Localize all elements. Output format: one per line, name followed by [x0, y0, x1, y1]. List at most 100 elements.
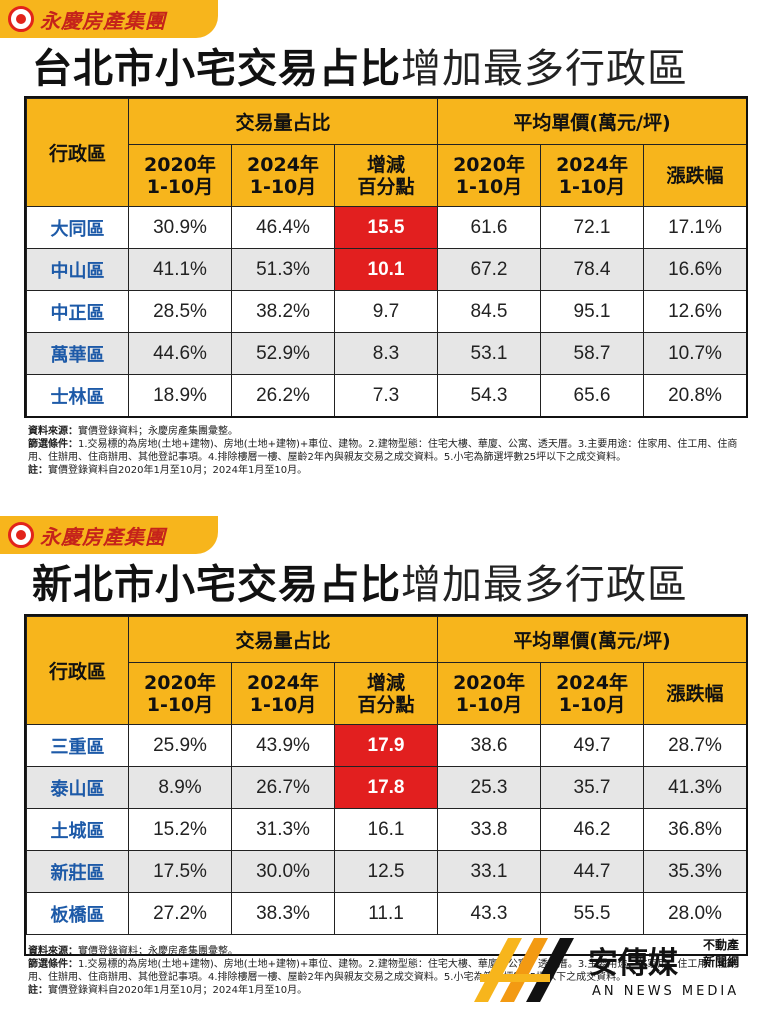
note-label: 註： [28, 465, 48, 476]
note-label: 資料來源： [28, 946, 78, 957]
table-row: 新莊區 17.5% 30.0% 12.5 33.1 44.7 35.3% [26, 850, 748, 893]
note-line: 資料來源：實價登錄資料；永慶房產集團彙整。 [28, 425, 748, 438]
district-cell: 三重區 [26, 724, 129, 767]
growth-cell: 12.6% [643, 290, 748, 333]
sub-header: 2020年 1-10月 [128, 662, 232, 725]
sub-header: 2024年 1-10月 [540, 662, 645, 725]
table-row: 中正區 28.5% 38.2% 9.7 84.5 95.1 12.6% [26, 290, 748, 333]
price-2024-cell: 95.1 [540, 290, 645, 333]
share-2024-cell: 52.9% [231, 332, 335, 375]
price-2024-cell: 65.6 [540, 374, 645, 417]
share-2020-cell: 17.5% [128, 850, 232, 893]
change-cell: 7.3 [333, 374, 439, 417]
share-group-header: 交易量占比 [127, 616, 439, 663]
brand-name: 永慶房產集團 [40, 524, 166, 549]
notes: 資料來源：實價登錄資料；永慶房產集團彙整。 篩選條件：1.交易標的為房地(土地+建… [28, 425, 748, 477]
district-cell: 土城區 [26, 808, 129, 851]
change-cell: 16.1 [333, 808, 439, 851]
chart-title: 新北市小宅交易占比 增加最多行政區 [32, 560, 688, 610]
note-text: 實價登錄資料；永慶房產集團彙整。 [78, 946, 238, 957]
share-2020-cell: 25.9% [128, 724, 232, 767]
share-2024-cell: 46.4% [231, 206, 335, 249]
price-2020-cell: 53.1 [437, 332, 542, 375]
sub-header: 2024年 1-10月 [540, 144, 645, 207]
growth-cell: 28.0% [643, 892, 748, 935]
watermark-sub2: 新聞網 [703, 955, 740, 969]
note-text: 1.交易標的為房地(土地+建物)、房地(土地+建物)+車位、建物。2.建物型態：… [28, 439, 738, 463]
district-header: 行政區 [26, 616, 129, 725]
note-text: 實價登錄資料自2020年1月至10月；2024年1月至10月。 [48, 465, 308, 476]
share-2024-cell: 31.3% [231, 808, 335, 851]
share-group-header: 交易量占比 [127, 98, 439, 145]
note-line: 資料來源：實價登錄資料；永慶房產集團彙整。 [28, 945, 748, 958]
price-2024-cell: 35.7 [540, 766, 645, 809]
district-cell: 士林區 [26, 374, 129, 417]
notes: 資料來源：實價登錄資料；永慶房產集團彙整。 篩選條件：1.交易標的為房地(土地+建… [28, 945, 748, 997]
share-2024-cell: 26.7% [231, 766, 335, 809]
share-2020-cell: 8.9% [128, 766, 232, 809]
price-2024-cell: 49.7 [540, 724, 645, 767]
price-2020-cell: 43.3 [437, 892, 542, 935]
growth-cell: 35.3% [643, 850, 748, 893]
share-2024-cell: 26.2% [231, 374, 335, 417]
district-cell: 中正區 [26, 290, 129, 333]
price-2024-cell: 44.7 [540, 850, 645, 893]
change-cell: 9.7 [333, 290, 439, 333]
sub-header: 2024年 1-10月 [231, 144, 335, 207]
watermark-sub1: 不動產 [703, 938, 740, 952]
growth-cell: 10.7% [643, 332, 748, 375]
table-row: 大同區 30.9% 46.4% 15.5 61.6 72.1 17.1% [26, 206, 748, 249]
table-row: 三重區 25.9% 43.9% 17.9 38.6 49.7 28.7% [26, 724, 748, 767]
taipei-panel: 永慶房產集團 台北市小宅交易占比 增加最多行政區 行政區 交易量占比 平均單價(萬元/… [0, 0, 768, 500]
note-label: 篩選條件： [28, 959, 78, 970]
price-2020-cell: 54.3 [437, 374, 542, 417]
district-cell: 中山區 [26, 248, 129, 291]
sub-header: 增減 百分點 [333, 144, 439, 207]
share-2020-cell: 30.9% [128, 206, 232, 249]
price-2024-cell: 72.1 [540, 206, 645, 249]
price-2024-cell: 46.2 [540, 808, 645, 851]
price-2024-cell: 78.4 [540, 248, 645, 291]
change-cell: 8.3 [333, 332, 439, 375]
price-2024-cell: 55.5 [540, 892, 645, 935]
title-light: 增加最多行政區 [401, 562, 688, 608]
note-text: 1.交易標的為房地(土地+建物)、房地(土地+建物)+車位、建物。2.建物型態：… [28, 959, 738, 983]
table-row: 萬華區 44.6% 52.9% 8.3 53.1 58.7 10.7% [26, 332, 748, 375]
data-table: 行政區 交易量占比 平均單價(萬元/坪) 2020年 1-10月 2024年 1-10月… [26, 616, 748, 935]
share-2024-cell: 43.9% [231, 724, 335, 767]
note-label: 資料來源： [28, 426, 78, 437]
price-2020-cell: 33.1 [437, 850, 542, 893]
table-row: 中山區 41.1% 51.3% 10.1 67.2 78.4 16.6% [26, 248, 748, 291]
note-line: 篩選條件：1.交易標的為房地(土地+建物)、房地(土地+建物)+車位、建物。2.… [28, 438, 748, 464]
note-text: 實價登錄資料；永慶房產集團彙整。 [78, 426, 238, 437]
share-2020-cell: 41.1% [128, 248, 232, 291]
table-row: 泰山區 8.9% 26.7% 17.8 25.3 35.7 41.3% [26, 766, 748, 809]
share-2024-cell: 51.3% [231, 248, 335, 291]
note-label: 篩選條件： [28, 439, 78, 450]
change-cell: 17.9 [333, 724, 439, 767]
title-bold: 新北市小宅交易占比 [32, 562, 401, 608]
brand-logo-icon [8, 522, 34, 548]
change-cell: 10.1 [333, 248, 439, 291]
note-text: 實價登錄資料自2020年1月至10月；2024年1月至10月。 [48, 985, 308, 996]
title-bold: 台北市小宅交易占比 [32, 46, 401, 92]
share-2024-cell: 38.3% [231, 892, 335, 935]
sub-header: 增減 百分點 [333, 662, 439, 725]
price-2020-cell: 25.3 [437, 766, 542, 809]
watermark: 安傳媒 不動產 新聞網 AN NEWS MEDIA [470, 930, 760, 1010]
change-cell: 12.5 [333, 850, 439, 893]
growth-cell: 20.8% [643, 374, 748, 417]
table-row: 土城區 15.2% 31.3% 16.1 33.8 46.2 36.8% [26, 808, 748, 851]
share-2020-cell: 18.9% [128, 374, 232, 417]
share-2020-cell: 27.2% [128, 892, 232, 935]
district-cell: 萬華區 [26, 332, 129, 375]
table-row: 士林區 18.9% 26.2% 7.3 54.3 65.6 20.8% [26, 374, 748, 417]
district-cell: 泰山區 [26, 766, 129, 809]
price-group-header: 平均單價(萬元/坪) [437, 98, 748, 145]
share-2024-cell: 30.0% [231, 850, 335, 893]
data-table: 行政區 交易量占比 平均單價(萬元/坪) 2020年 1-10月 2024年 1-10月… [26, 98, 748, 417]
brand-logo-icon [8, 6, 34, 32]
note-line: 註：實價登錄資料自2020年1月至10月；2024年1月至10月。 [28, 984, 748, 997]
sub-header: 漲跌幅 [643, 144, 748, 207]
district-cell: 板橋區 [26, 892, 129, 935]
